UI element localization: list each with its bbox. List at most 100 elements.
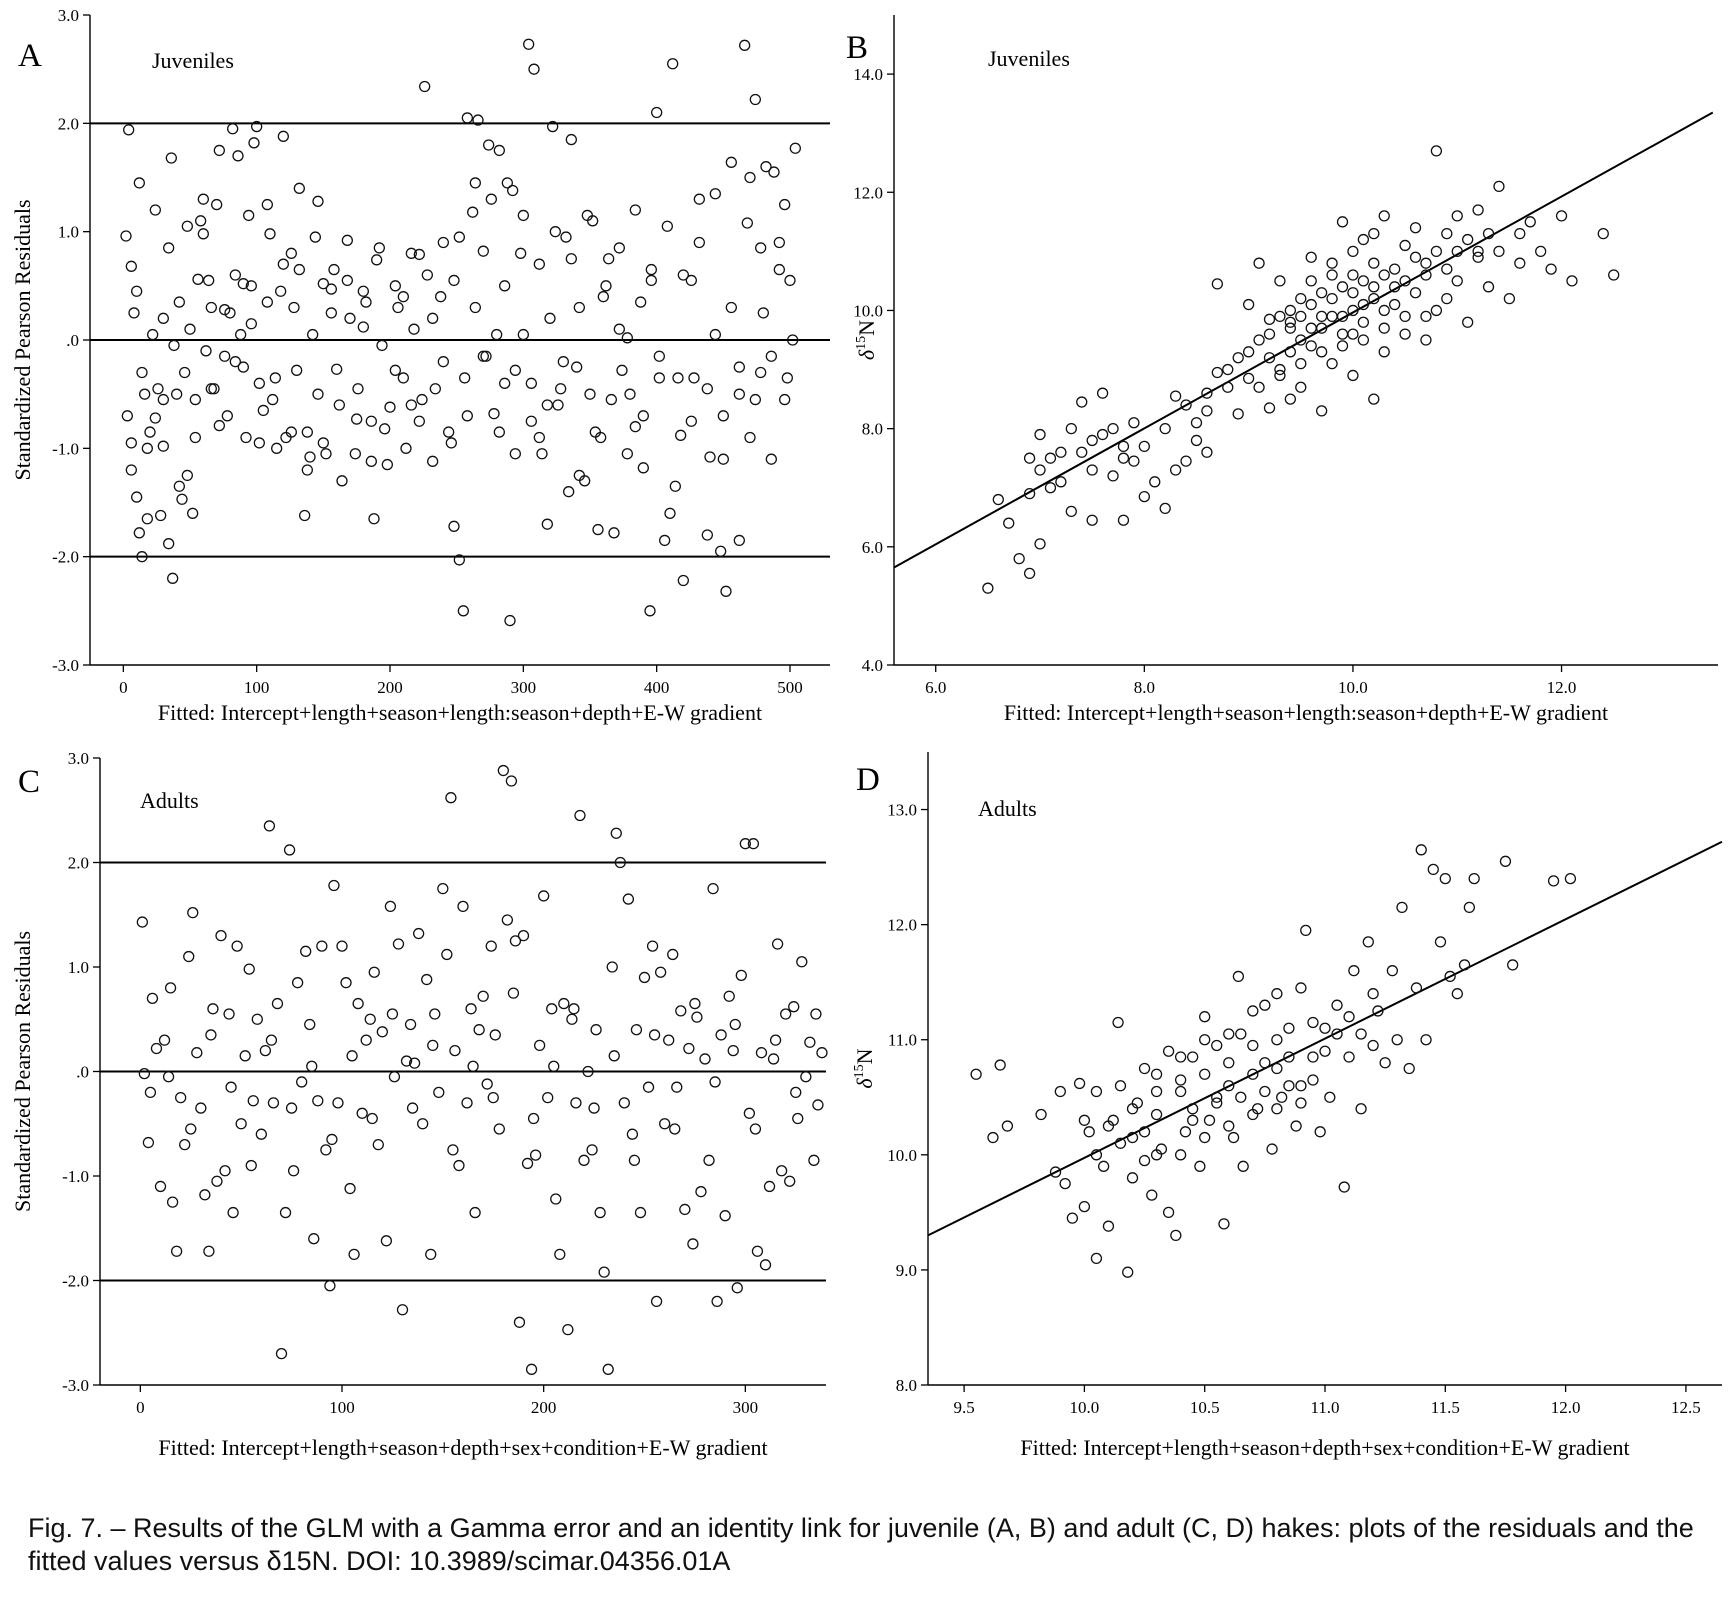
data-point [779, 393, 791, 406]
data-point [1001, 1120, 1014, 1132]
data-point [1326, 269, 1338, 281]
data-point [179, 366, 191, 379]
panel-subtitle: Adults [978, 796, 1037, 821]
data-point [205, 383, 217, 395]
data-point [1331, 999, 1343, 1011]
data-point [1347, 245, 1359, 258]
data-point [1493, 245, 1505, 258]
data-point [523, 38, 535, 50]
data-point [804, 1036, 816, 1048]
data-point [1357, 275, 1370, 287]
data-point [248, 137, 260, 149]
data-point [481, 1078, 493, 1090]
data-point [1503, 292, 1516, 305]
data-point [1180, 399, 1192, 411]
data-point [364, 1013, 376, 1025]
data-point [630, 1024, 643, 1036]
data-point [1372, 1005, 1384, 1017]
data-point [445, 437, 457, 449]
data-point [185, 1123, 197, 1135]
data-point [703, 1154, 715, 1166]
data-point [504, 614, 516, 627]
data-point [211, 198, 223, 211]
data-point [637, 410, 649, 422]
data-point [536, 448, 548, 460]
data-point [994, 1059, 1006, 1071]
data-point [1117, 514, 1130, 526]
data-point [1266, 1143, 1278, 1155]
data-point [624, 388, 636, 400]
data-point [653, 350, 665, 362]
data-point [1305, 251, 1317, 263]
data-point [352, 383, 364, 395]
data-point [1263, 402, 1276, 414]
data-point [1368, 227, 1380, 240]
data-point [1283, 1051, 1295, 1063]
data-point [157, 312, 169, 324]
data-point [152, 383, 164, 395]
data-point [279, 1206, 292, 1219]
data-point [1430, 245, 1443, 258]
data-point [469, 177, 481, 189]
data-point [1305, 322, 1317, 334]
data-point [208, 383, 220, 395]
data-point [149, 412, 161, 424]
data-point [602, 1363, 614, 1375]
y-tick-label: 1.0 [68, 958, 89, 977]
data-point [554, 1248, 566, 1261]
data-point [1128, 455, 1140, 467]
data-point [1247, 1005, 1259, 1017]
data-point [1097, 1160, 1110, 1172]
fit-line [927, 840, 1723, 1237]
data-point [1355, 1028, 1367, 1040]
data-point [224, 307, 236, 319]
data-point [1305, 340, 1317, 352]
data-point [179, 1139, 191, 1151]
data-point [1150, 1085, 1163, 1098]
data-point [267, 393, 279, 406]
data-point [747, 838, 760, 850]
x-axis-label: Fitted: Intercept+length+season+depth+se… [158, 1435, 767, 1460]
data-point [312, 195, 324, 207]
data-point [515, 247, 527, 259]
x-tick-label: 500 [777, 678, 803, 697]
data-point [578, 1154, 590, 1166]
data-point [1263, 313, 1276, 325]
data-point [429, 383, 441, 395]
data-point [1347, 287, 1359, 299]
y-tick-label: 2.0 [68, 854, 89, 873]
data-point [683, 1042, 695, 1055]
data-point [1263, 352, 1276, 364]
data-point [613, 242, 625, 254]
data-point [566, 1013, 578, 1025]
data-point [149, 204, 161, 216]
x-tick-label: 100 [329, 1398, 355, 1417]
data-point [733, 534, 745, 547]
y-axis-label: δ15N [852, 1048, 877, 1088]
data-point [285, 426, 297, 438]
data-point [277, 130, 289, 142]
data-point [715, 1029, 727, 1041]
data-point [240, 431, 252, 444]
data-point [146, 992, 159, 1004]
data-point [1499, 855, 1512, 867]
y-axis-label: δ15N [854, 320, 879, 360]
y-tick-label: -1.0 [62, 1167, 89, 1186]
data-point [376, 1026, 388, 1038]
data-point [1482, 281, 1495, 293]
data-point [1044, 452, 1057, 464]
data-point [581, 209, 593, 222]
data-point [1420, 1034, 1432, 1046]
data-point [525, 377, 537, 389]
data-point [1284, 346, 1297, 358]
data-point [693, 236, 705, 249]
data-point [336, 940, 348, 952]
data-point [255, 1128, 267, 1140]
data-point [1347, 269, 1359, 281]
data-point [1597, 227, 1609, 240]
data-point [191, 1047, 203, 1059]
data-point [477, 350, 489, 362]
data-point [283, 844, 296, 856]
data-point [779, 198, 791, 211]
data-point [562, 1323, 574, 1336]
